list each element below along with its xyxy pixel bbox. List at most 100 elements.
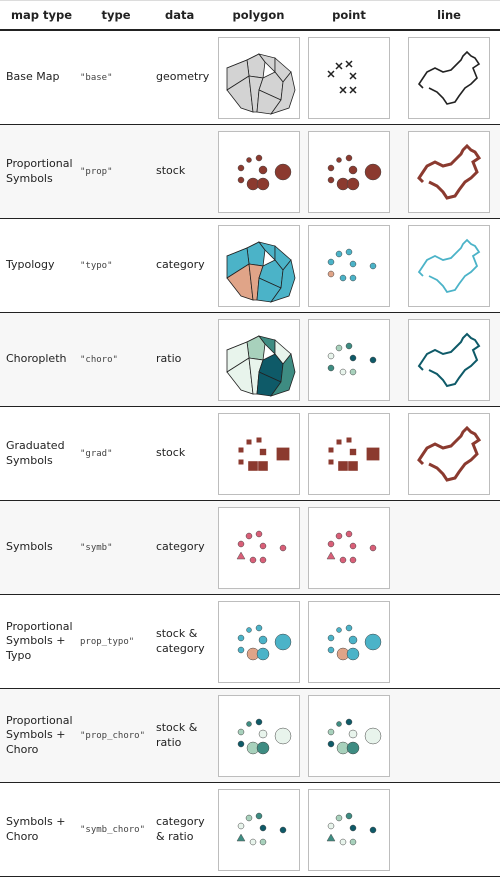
point-circle (345, 154, 353, 161)
point-circle (327, 728, 335, 735)
polygon-region (269, 70, 295, 115)
point-circle (245, 626, 252, 633)
point-circle (237, 728, 244, 735)
polygon-map-thumbnail (217, 412, 300, 495)
polygon-example-cell (217, 594, 300, 689)
point-cross (339, 85, 347, 94)
point-triangle (236, 832, 245, 841)
point-circle (327, 740, 335, 747)
data-kind-cell: stock (154, 124, 217, 219)
point-circle (237, 646, 244, 653)
type-code-cell: "prop" (78, 124, 154, 219)
point-circle (237, 740, 244, 747)
point-circle (274, 633, 291, 650)
polygon-map-thumbnail (217, 694, 300, 777)
point-circle (369, 826, 377, 833)
point-triangle (326, 832, 336, 841)
table-row: Symbols "symb" category (0, 500, 500, 595)
point-circle (339, 838, 347, 845)
point-square (238, 447, 243, 452)
point-cross (327, 69, 335, 78)
point-square (346, 437, 352, 442)
polygon-map-thumbnail (217, 36, 300, 119)
map-type-cell: Typology (0, 218, 78, 313)
point-circle (349, 542, 357, 549)
point-map-thumbnail (308, 600, 390, 683)
point-circle (339, 368, 347, 375)
point-map-thumbnail (308, 788, 390, 871)
point-circle (274, 163, 291, 180)
line-example-cell (398, 500, 500, 595)
point-circle (245, 532, 252, 539)
line-path (417, 143, 482, 200)
point-example-cell (300, 218, 398, 313)
point-cross (349, 85, 357, 94)
polygon-map-thumbnail (217, 318, 300, 401)
point-square (336, 439, 342, 444)
point-circle (345, 812, 353, 819)
data-kind-cell: geometry (154, 30, 217, 125)
table-row: Proportional Symbols + Choro "prop_choro" st… (0, 688, 500, 783)
line-path (417, 425, 482, 482)
polygon-region (269, 352, 295, 397)
header-line: line (398, 0, 500, 31)
map-type-label: Choro (6, 829, 39, 843)
point-circle (256, 647, 269, 660)
point-square (259, 448, 266, 455)
point-cross (345, 59, 353, 68)
line-example-cell (398, 688, 500, 783)
table-body: Base Map "base" geometry Proportional Symbol… (0, 30, 500, 877)
polygon-map-thumbnail (217, 788, 300, 871)
point-circle (345, 624, 353, 631)
point-map-thumbnail (308, 224, 390, 307)
point-circle (255, 718, 262, 725)
point-circle (327, 258, 335, 265)
table-row: Base Map "base" geometry (0, 30, 500, 125)
map-type-cell: Base Map (0, 30, 78, 125)
point-square (246, 439, 251, 444)
line-example-cell (398, 406, 500, 501)
point-circle (364, 727, 382, 744)
point-circle (349, 274, 357, 281)
point-circle (364, 633, 382, 650)
point-square (366, 447, 380, 460)
map-type-cell: Symbols + Choro (0, 782, 78, 877)
point-circle (349, 368, 357, 375)
line-map-thumbnail (408, 318, 490, 401)
point-circle (255, 154, 262, 161)
map-type-cell: Proportional Symbols + Choro (0, 688, 78, 783)
point-circle (259, 542, 266, 549)
polygon-map-thumbnail (217, 224, 300, 307)
type-code-cell: "base" (78, 30, 154, 125)
type-code-cell: "choro" (78, 312, 154, 407)
point-square (256, 437, 261, 442)
type-code-cell: prop_typo" (78, 594, 154, 689)
point-map-thumbnail (308, 130, 390, 213)
line-path (417, 50, 481, 105)
point-map-thumbnail (308, 412, 390, 495)
point-circle (256, 741, 269, 754)
point-example-cell (300, 782, 398, 877)
polygon-example-cell (217, 312, 300, 407)
point-circle (245, 156, 252, 163)
polygon-example-cell (217, 406, 300, 501)
polygon-example-cell (217, 782, 300, 877)
point-circle (349, 556, 357, 563)
map-type-label: Proportional (6, 619, 73, 633)
map-type-cell: Graduated Symbols (0, 406, 78, 501)
point-map-thumbnail (308, 36, 390, 119)
map-type-label: Symbols (6, 171, 53, 185)
line-example-cell (398, 312, 500, 407)
point-circle (255, 812, 262, 819)
polygon-example-cell (217, 500, 300, 595)
data-kind-label: & ratio (156, 829, 194, 843)
polygon-region (269, 258, 295, 303)
point-cross (349, 71, 357, 80)
map-type-label: Symbols + (6, 815, 66, 828)
line-map-thumbnail (408, 224, 490, 307)
point-circle (327, 634, 335, 641)
point-map-thumbnail (308, 694, 390, 777)
point-square (338, 460, 348, 471)
type-code-cell: "typo" (78, 218, 154, 313)
point-circle (327, 822, 335, 829)
